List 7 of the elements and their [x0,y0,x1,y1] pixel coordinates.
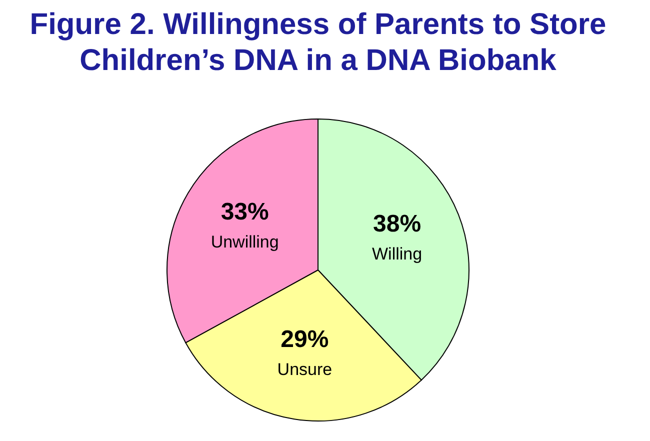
slice-label: Unwilling [210,232,279,252]
slice-label: Willing [372,244,422,264]
data-label: 33% [220,198,269,226]
chart-title: Figure 2. Willingness of Parents to Store Children’s DNA in a DNA Biobank [30,8,606,77]
data-label: 29% [280,326,329,353]
data-label: 38% [373,210,422,238]
slice-label: Unsure [277,360,332,379]
